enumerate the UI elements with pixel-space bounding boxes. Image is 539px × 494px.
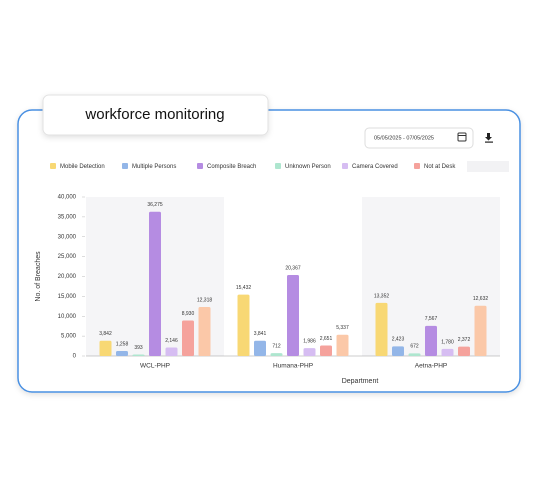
legend-label: Not at Desk bbox=[424, 164, 456, 170]
legend-swatch bbox=[275, 163, 281, 169]
legend-swatch bbox=[342, 163, 348, 169]
y-tick-label: 35,000 bbox=[58, 214, 77, 220]
value-label: 5,337 bbox=[336, 325, 349, 331]
bar bbox=[441, 348, 454, 356]
legend-label: Multiple Persons bbox=[132, 164, 176, 170]
value-label: 1,258 bbox=[116, 341, 129, 347]
bar bbox=[254, 340, 266, 356]
y-tick-label: 15,000 bbox=[58, 294, 77, 300]
date-picker[interactable] bbox=[364, 127, 474, 149]
bar bbox=[458, 346, 470, 356]
value-label: 12,632 bbox=[473, 296, 489, 302]
calendar-icon bbox=[457, 132, 467, 142]
y-tick-label: 5,000 bbox=[61, 334, 77, 340]
bar bbox=[165, 347, 178, 356]
value-label: 3,841 bbox=[254, 331, 267, 337]
value-label: 12,318 bbox=[197, 297, 213, 303]
bar bbox=[149, 211, 161, 356]
legend-label: Composite Breach bbox=[207, 164, 256, 170]
bar bbox=[320, 345, 332, 356]
y-tick-label: 40,000 bbox=[58, 195, 77, 201]
download-button[interactable] bbox=[485, 133, 493, 143]
bar bbox=[237, 294, 250, 356]
bar bbox=[132, 354, 145, 356]
bar bbox=[198, 307, 211, 356]
bar bbox=[303, 348, 316, 356]
bar bbox=[287, 275, 299, 356]
legend-swatch bbox=[50, 163, 56, 169]
value-label: 2,372 bbox=[458, 337, 471, 343]
y-tick-label: 30,000 bbox=[58, 234, 77, 240]
date-range: 05/05/2025 - 07/05/2025 bbox=[374, 135, 434, 141]
value-label: 2,651 bbox=[320, 336, 333, 342]
value-label: 8,930 bbox=[182, 311, 195, 317]
y-tick-label: 10,000 bbox=[58, 314, 77, 320]
bar bbox=[270, 353, 283, 356]
legend-label: Unknown Person bbox=[285, 164, 331, 170]
bar bbox=[392, 346, 404, 356]
value-label: 3,842 bbox=[99, 331, 112, 337]
value-label: 393 bbox=[134, 345, 143, 351]
legend-swatch bbox=[197, 163, 203, 169]
value-label: 7,567 bbox=[425, 316, 438, 322]
legend-label: Mobile Detection bbox=[60, 164, 105, 170]
y-axis-label: No. of Breaches bbox=[35, 251, 42, 302]
y-tick-label: 20,000 bbox=[58, 274, 77, 280]
x-tick-label: Aetna-PHP bbox=[415, 363, 448, 370]
bar bbox=[116, 350, 128, 356]
legend-label: Camera Covered bbox=[352, 164, 398, 170]
value-label: 20,367 bbox=[285, 265, 301, 271]
y-tick-label: 0 bbox=[73, 354, 77, 360]
legend-swatch bbox=[122, 163, 128, 169]
bar bbox=[408, 353, 421, 356]
value-label: 672 bbox=[410, 344, 419, 350]
bar bbox=[375, 302, 388, 356]
value-label: 1,986 bbox=[303, 338, 316, 344]
legend-overflow bbox=[467, 161, 509, 172]
value-label: 712 bbox=[272, 343, 281, 349]
x-axis-label: Department bbox=[342, 378, 379, 385]
bar bbox=[474, 305, 487, 356]
bar bbox=[425, 325, 437, 356]
value-label: 13,352 bbox=[374, 293, 390, 299]
bar bbox=[99, 340, 112, 356]
value-label: 15,432 bbox=[236, 285, 252, 291]
bar bbox=[182, 320, 194, 356]
value-label: 2,146 bbox=[165, 338, 178, 344]
x-tick-label: Humana-PHP bbox=[273, 363, 313, 370]
card-title: workforce monitoring bbox=[84, 106, 224, 123]
title-badge bbox=[42, 94, 269, 136]
bar bbox=[336, 334, 349, 356]
legend-swatch bbox=[414, 163, 420, 169]
value-label: 2,423 bbox=[392, 337, 405, 343]
y-tick-label: 25,000 bbox=[58, 254, 77, 260]
x-tick-label: WCL-PHP bbox=[140, 363, 170, 370]
value-label: 36,275 bbox=[147, 202, 163, 208]
value-label: 1,780 bbox=[441, 339, 454, 345]
